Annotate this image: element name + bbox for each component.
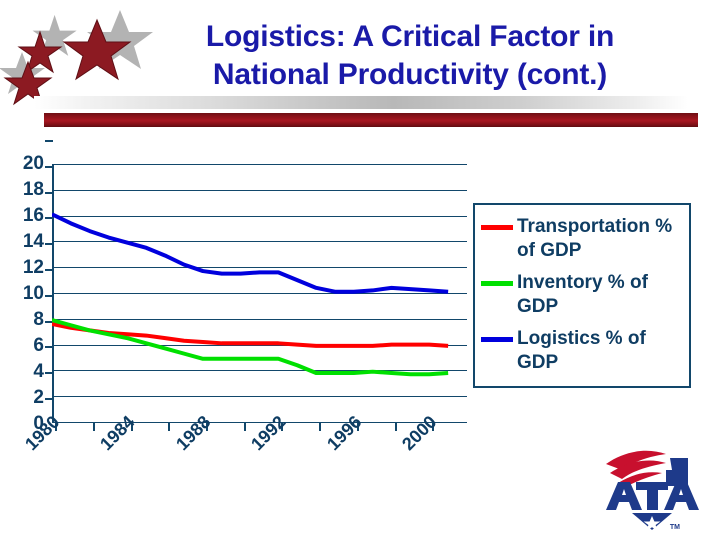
y-axis-line <box>52 164 54 422</box>
x-tick <box>55 422 57 431</box>
y-tick <box>45 140 53 142</box>
star-shapes-icon <box>0 10 153 106</box>
x-tick <box>168 422 171 431</box>
gridline <box>52 293 467 294</box>
y-tick <box>45 320 53 323</box>
y-tick-label: 10 <box>22 283 44 304</box>
x-tick <box>394 422 397 431</box>
y-tick-label: 6 <box>33 335 44 356</box>
legend-item-inventory[interactable]: Inventory % of GDP <box>481 271 683 319</box>
y-tick-label: 16 <box>22 205 44 226</box>
decorative-stars <box>0 0 170 115</box>
gridline <box>52 267 467 269</box>
x-tick <box>281 422 284 431</box>
gridline <box>52 396 467 398</box>
chart-legend: Transportation % of GDP Inventory % of G… <box>473 203 691 388</box>
gridline <box>52 241 467 243</box>
line-chart: 20 18 16 14 12 10 8 6 4 2 0 <box>0 140 480 500</box>
y-tick-label: 14 <box>22 231 44 252</box>
y-tick <box>45 165 53 168</box>
gridline <box>52 189 467 191</box>
y-tick-label: 20 <box>22 153 44 174</box>
series-line <box>52 212 449 294</box>
legend-label-inventory: Inventory % of GDP <box>517 272 648 317</box>
ata-logo-icon <box>606 450 699 531</box>
y-tick <box>45 346 53 349</box>
y-tick <box>45 243 53 246</box>
y-tick-label: 2 <box>33 387 44 408</box>
y-tick <box>45 191 53 194</box>
title-line-1: Logistics: A Critical Factor in <box>205 20 615 53</box>
x-tick <box>92 422 95 431</box>
gridline <box>52 422 467 423</box>
legend-color-swatch-logistics <box>481 337 513 342</box>
gridline <box>52 164 467 165</box>
chart-series-layer <box>52 212 449 377</box>
legend-color-swatch-transportation <box>481 225 513 230</box>
x-tick <box>432 422 435 431</box>
legend-item-transportation[interactable]: Transportation % of GDP <box>481 215 683 263</box>
y-axis-labels: 20 18 16 14 12 10 8 6 4 2 0 <box>0 140 44 450</box>
y-tick <box>45 294 53 297</box>
y-tick-label: 8 <box>33 309 44 330</box>
x-tick <box>319 422 322 431</box>
legend-item-logistics[interactable]: Logistics % of GDP <box>481 327 683 375</box>
ata-logo: TM <box>592 440 704 532</box>
banner-red-bar <box>44 113 698 127</box>
legend-label-transportation: Transportation % of GDP <box>517 216 673 261</box>
title-line-2: National Productivity (cont.) <box>212 58 608 91</box>
page-title: Logistics: A Critical Factor in National… <box>120 18 700 94</box>
gridline <box>52 215 467 217</box>
trademark-label: TM <box>669 524 680 531</box>
legend-color-swatch-inventory <box>481 281 513 286</box>
x-tick <box>356 422 359 431</box>
y-tick <box>45 217 53 220</box>
series-line <box>52 322 449 348</box>
legend-label-logistics: Logistics % of GDP <box>517 328 646 373</box>
gridline <box>52 318 467 320</box>
x-tick <box>243 422 246 431</box>
gridline <box>52 370 467 372</box>
x-tick <box>206 422 208 431</box>
y-tick <box>45 269 53 271</box>
y-tick-label: 12 <box>22 257 44 278</box>
x-tick <box>130 422 133 431</box>
y-tick-label: 4 <box>33 361 44 382</box>
y-tick <box>45 372 53 375</box>
series-line <box>52 318 449 377</box>
y-tick <box>45 398 53 400</box>
banner-gray-bar <box>34 96 688 109</box>
y-tick-label: 18 <box>22 179 44 200</box>
y-tick-label: 0 <box>33 413 44 434</box>
